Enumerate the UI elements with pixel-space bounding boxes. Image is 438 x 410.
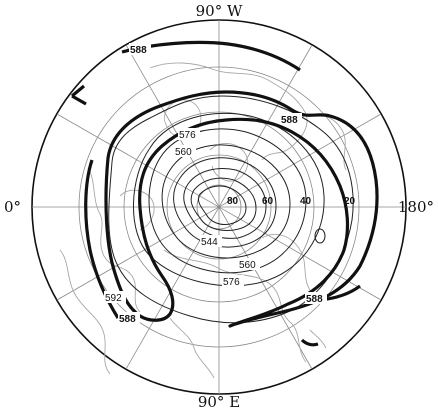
latitude-labels: 80 60 40 20 xyxy=(227,196,356,207)
contour-label-588: 588 xyxy=(306,294,323,305)
contour-inner-2 xyxy=(183,168,267,239)
contour-588-hook xyxy=(70,84,87,106)
contour-label-560: 560 xyxy=(175,147,192,158)
contour-label-588: 588 xyxy=(130,45,147,56)
contour-label-592: 592 xyxy=(105,293,122,304)
closed-contour-east xyxy=(314,228,326,244)
contour-592 xyxy=(108,95,354,324)
coastline-north-america xyxy=(149,62,308,161)
contour-label-576: 576 xyxy=(223,277,240,288)
contour-label-588: 588 xyxy=(119,314,136,325)
latitude-label: 20 xyxy=(344,196,356,207)
longitude-label-right: 180° xyxy=(398,198,434,216)
contour-560 xyxy=(148,128,307,274)
contour-inner-1 xyxy=(173,157,277,248)
contour-544 xyxy=(161,144,291,259)
longitude-label-bottom: 90° E xyxy=(198,393,240,410)
coastline-arctic-islands xyxy=(209,143,249,182)
latitude-label: 60 xyxy=(262,196,274,207)
contour-588-main xyxy=(104,90,379,328)
latitude-label: 40 xyxy=(300,196,312,207)
contour-label-588: 588 xyxy=(281,115,298,126)
contour-label-560: 560 xyxy=(239,260,256,271)
contour-588-tail xyxy=(300,338,319,347)
coastline-africa xyxy=(59,249,111,375)
coastline-india xyxy=(169,317,215,379)
contour-inner-4 xyxy=(197,185,247,225)
longitude-label-top: 90° W xyxy=(196,2,243,20)
coastline-pacific-isles xyxy=(309,329,327,349)
contour-576 xyxy=(133,112,325,287)
longitude-label-left: 0° xyxy=(4,198,21,216)
meridian-line xyxy=(56,113,382,301)
coastline-scandinavia xyxy=(119,189,155,231)
coastline-asia xyxy=(163,249,307,363)
contour-label-544: 544 xyxy=(201,237,218,248)
contour-inner-3 xyxy=(190,177,257,231)
meridian-lines xyxy=(32,20,406,394)
coastline-europe xyxy=(87,167,141,313)
coastline-east-asia xyxy=(261,234,311,291)
contour-label-576: 576 xyxy=(179,130,196,141)
latitude-label: 80 xyxy=(227,196,239,207)
thin-contours xyxy=(108,95,354,324)
contour-label-group: 588 588 588 588 576 560 544 560 576 592 xyxy=(104,43,327,325)
edge-labels: 90° W 90° E 0° 180° xyxy=(4,2,434,410)
